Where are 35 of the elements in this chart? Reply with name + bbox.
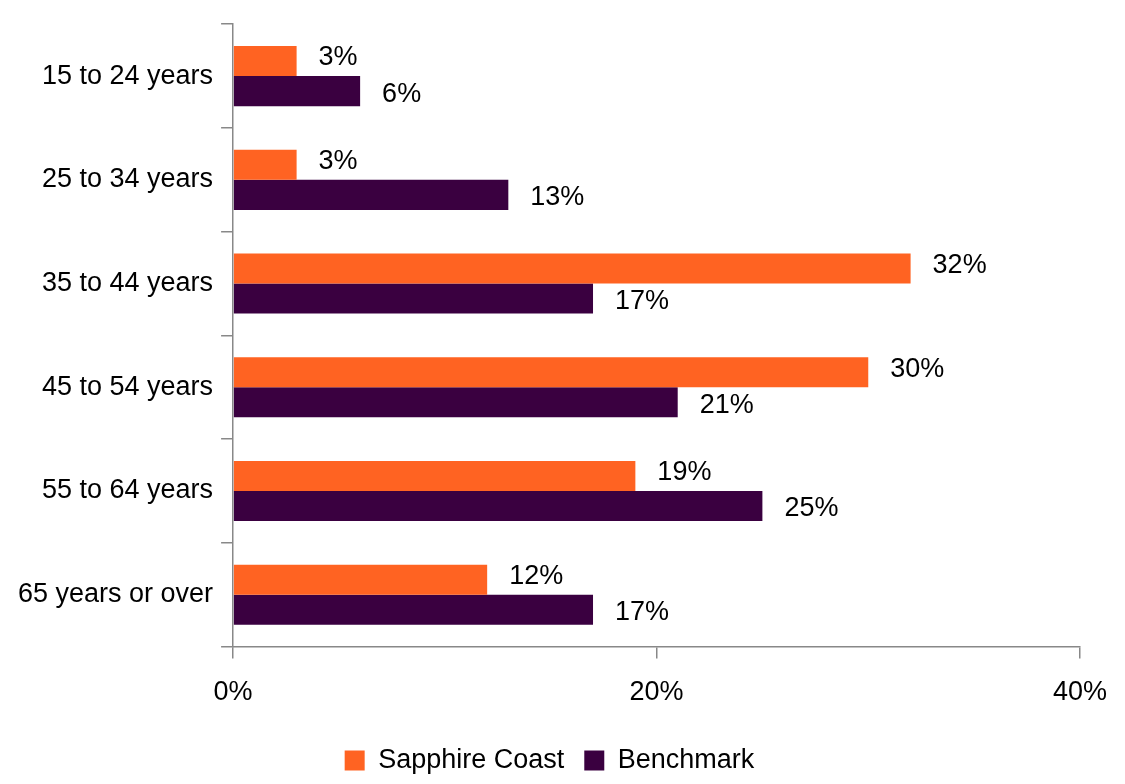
x-tick-label: 20% <box>629 676 684 707</box>
bar <box>233 491 763 522</box>
data-label: 3% <box>318 145 358 176</box>
y-tick-label: 55 to 64 years <box>41 474 214 505</box>
bar <box>233 460 636 491</box>
bar <box>233 253 911 284</box>
y-tick-label: 65 years or over <box>18 578 214 609</box>
x-tick-label: 0% <box>213 676 253 707</box>
data-label: 21% <box>699 388 754 419</box>
bar <box>233 357 869 388</box>
bar <box>233 179 509 210</box>
data-label: 3% <box>318 41 358 72</box>
y-tick-label: 35 to 44 years <box>41 266 214 297</box>
data-label: 17% <box>615 285 670 316</box>
x-tick-label: 40% <box>1052 676 1107 707</box>
legend-label: Benchmark <box>617 743 755 774</box>
data-label: 12% <box>509 560 564 591</box>
bar <box>233 387 678 418</box>
data-label: 17% <box>615 596 670 627</box>
bar <box>233 149 297 180</box>
bar <box>233 283 594 314</box>
data-label: 32% <box>932 248 987 279</box>
data-label: 6% <box>382 77 422 108</box>
bar <box>233 594 594 625</box>
data-label: 25% <box>784 492 839 523</box>
data-label: 30% <box>890 352 945 383</box>
bar <box>233 76 361 107</box>
data-label: 19% <box>657 456 712 487</box>
y-tick-label: 25 to 34 years <box>41 163 214 194</box>
legend-label: Sapphire Coast <box>378 743 565 774</box>
y-tick-label: 15 to 24 years <box>41 59 214 90</box>
y-tick-label: 45 to 54 years <box>41 370 214 401</box>
bar <box>233 564 488 595</box>
bar <box>233 45 297 77</box>
data-label: 13% <box>530 181 585 212</box>
